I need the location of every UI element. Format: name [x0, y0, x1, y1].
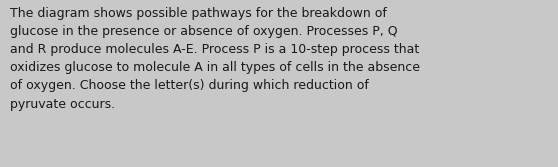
Text: The diagram shows possible pathways for the breakdown of
glucose in the presence: The diagram shows possible pathways for …: [10, 7, 420, 111]
